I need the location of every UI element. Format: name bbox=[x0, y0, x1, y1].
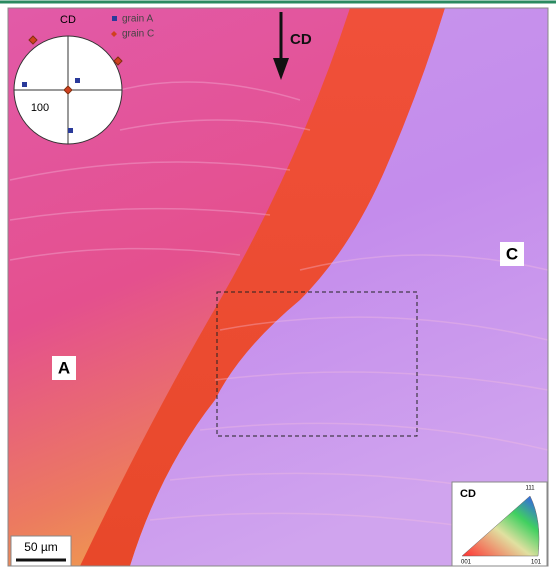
pole-axis-label: CD bbox=[60, 14, 76, 26]
ipf-corner: 111 bbox=[525, 486, 535, 492]
grain-a-pole bbox=[22, 82, 27, 87]
pole-label: 100 bbox=[31, 102, 49, 114]
legend-marker bbox=[112, 16, 117, 21]
grain-a-pole bbox=[68, 128, 73, 133]
ipf-key: CD 111 001 101 bbox=[452, 482, 547, 566]
ipf-corner: 101 bbox=[531, 560, 542, 566]
scale-bar: 50 µm bbox=[11, 536, 71, 566]
grain-label: A bbox=[58, 358, 70, 377]
grain-label: C bbox=[506, 244, 518, 263]
micrograph: CD 100 grain A grain C CD C A 50 µm CD 1… bbox=[0, 0, 556, 574]
legend-label: grain C bbox=[122, 29, 154, 40]
direction-label: CD bbox=[290, 31, 312, 48]
ipf-axis-label: CD bbox=[460, 488, 476, 500]
scale-label: 50 µm bbox=[24, 540, 58, 554]
legend-label: grain A bbox=[122, 14, 153, 25]
grain-a-pole bbox=[75, 78, 80, 83]
ipf-corner: 001 bbox=[461, 560, 472, 566]
